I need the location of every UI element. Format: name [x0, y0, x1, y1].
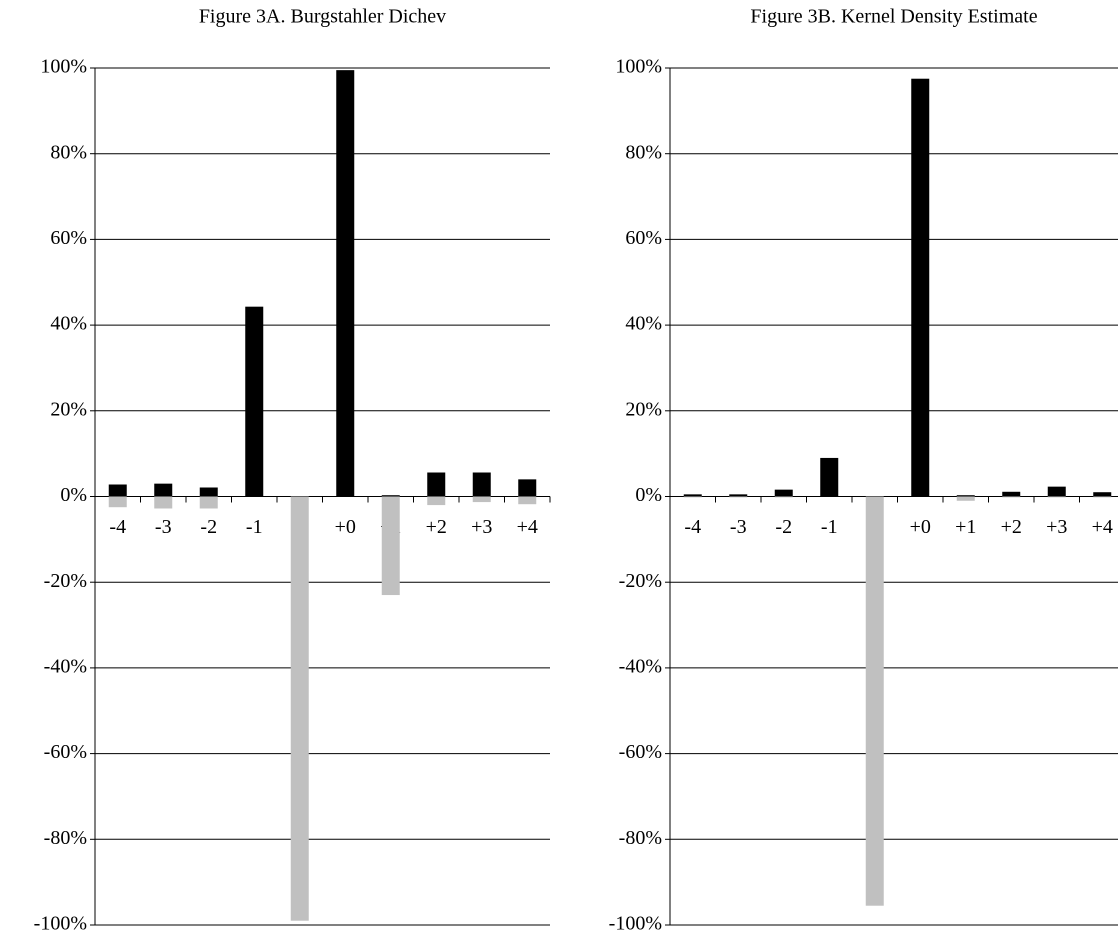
bar [1002, 496, 1021, 498]
y-tick-label: 80% [50, 141, 87, 163]
x-tick-label: -3 [730, 516, 747, 538]
bar [956, 495, 975, 497]
bar [381, 495, 400, 497]
y-tick-label: 100% [615, 56, 662, 78]
bar [1002, 491, 1021, 497]
bar [154, 483, 173, 497]
x-tick-label: +2 [1001, 516, 1022, 538]
bar [1047, 486, 1066, 497]
bar [1047, 496, 1066, 498]
y-tick-label: 20% [625, 398, 662, 420]
x-tick-label: +0 [335, 516, 356, 538]
bar [729, 496, 748, 498]
bar [518, 479, 537, 497]
bar [518, 496, 537, 505]
x-tick-label: -1 [246, 516, 263, 538]
x-tick-label: -1 [821, 516, 838, 538]
bar [381, 496, 400, 596]
y-tick-label: -60% [619, 741, 662, 763]
x-tick-label: -2 [775, 516, 792, 538]
chart-title: Figure 3A. Burgstahler Dichev [199, 6, 446, 28]
x-tick-label: +0 [910, 516, 931, 538]
x-tick-label: +1 [955, 516, 976, 538]
y-tick-label: 60% [625, 227, 662, 249]
x-tick-label: -4 [109, 516, 126, 538]
bar [154, 496, 173, 509]
y-tick-label: -60% [44, 741, 87, 763]
y-tick-label: -20% [619, 570, 662, 592]
x-tick-label: +3 [471, 516, 492, 538]
bar [683, 496, 702, 498]
y-tick-label: -80% [44, 827, 87, 849]
bar [108, 484, 127, 497]
bar [427, 496, 446, 506]
bar [1093, 492, 1112, 497]
bar [472, 472, 491, 497]
y-tick-label: 80% [625, 141, 662, 163]
chart-title: Figure 3B. Kernel Density Estimate [750, 6, 1037, 28]
y-tick-label: 0% [60, 484, 87, 506]
bar [911, 78, 930, 497]
bar [472, 496, 491, 503]
bar [865, 496, 884, 906]
bar [245, 306, 264, 497]
bar [199, 496, 218, 509]
x-tick-label: +3 [1046, 516, 1067, 538]
y-tick-label: 40% [625, 313, 662, 335]
bar [774, 496, 793, 498]
bar [729, 494, 748, 497]
bar [427, 472, 446, 497]
y-tick-label: 20% [50, 398, 87, 420]
x-tick-label: +4 [517, 516, 538, 538]
x-tick-label: -3 [155, 516, 172, 538]
bar [774, 489, 793, 497]
y-tick-label: 40% [50, 313, 87, 335]
bar [108, 496, 127, 508]
y-tick-label: -100% [609, 913, 662, 935]
y-tick-label: 0% [635, 484, 662, 506]
bar [1093, 496, 1112, 498]
bar [820, 457, 839, 497]
bar [956, 496, 975, 501]
x-tick-label: +2 [426, 516, 447, 538]
y-tick-label: -40% [44, 655, 87, 677]
bar [290, 496, 309, 921]
y-tick-label: -40% [619, 655, 662, 677]
y-tick-label: -80% [619, 827, 662, 849]
bar [336, 70, 355, 497]
bar [199, 487, 218, 497]
y-tick-label: 60% [50, 227, 87, 249]
x-tick-label: +4 [1092, 516, 1113, 538]
x-tick-label: -2 [200, 516, 217, 538]
y-tick-label: 100% [40, 56, 87, 78]
y-tick-label: -20% [44, 570, 87, 592]
y-tick-label: -100% [34, 913, 87, 935]
x-tick-label: -4 [684, 516, 701, 538]
bar [683, 494, 702, 497]
